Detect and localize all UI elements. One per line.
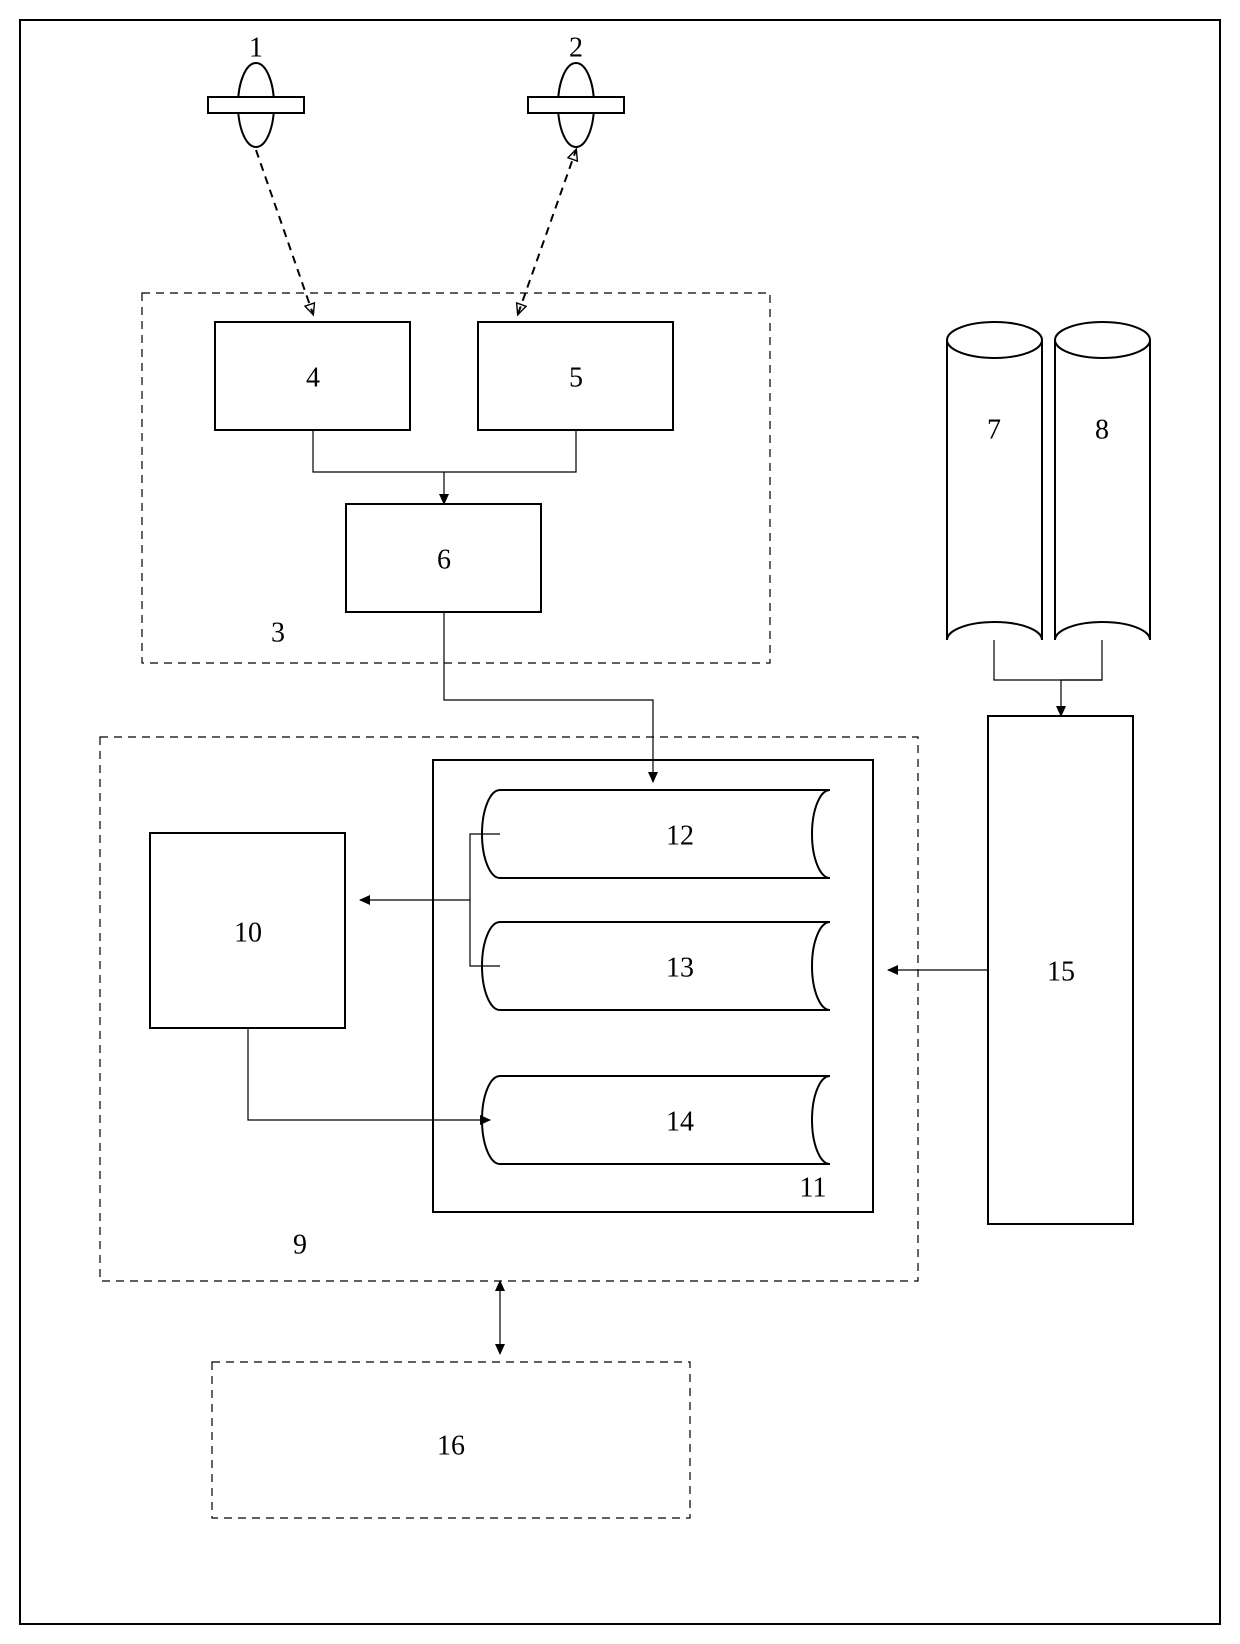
- satellite-label-2: 2: [569, 32, 583, 63]
- cylinder-7: [947, 322, 1042, 640]
- node-label-5: 5: [569, 362, 583, 393]
- frame-label-3: 3: [271, 617, 285, 648]
- outer-frame: [20, 20, 1220, 1624]
- cylinder-14: [482, 1076, 830, 1164]
- node-label-11: 11: [800, 1172, 827, 1203]
- dashed-arrow: [518, 150, 576, 314]
- connector: [1061, 640, 1102, 680]
- dashed-arrow: [256, 150, 313, 314]
- node-11: [433, 760, 873, 1212]
- connector: [313, 430, 444, 472]
- frame-label-16: 16: [437, 1430, 465, 1461]
- connector: [444, 612, 653, 782]
- cylinder-12: [482, 790, 830, 878]
- satellite-bar-2: [528, 97, 624, 113]
- cylinder-8: [1055, 322, 1150, 640]
- node-label-10: 10: [234, 917, 262, 948]
- node-label-4: 4: [306, 362, 320, 393]
- cylinder-13: [482, 922, 830, 1010]
- connector: [994, 640, 1102, 680]
- cylinder-label-13: 13: [666, 952, 694, 983]
- dashed-frame-3: [142, 293, 770, 663]
- cylinder-label-7: 7: [987, 414, 1001, 445]
- connector: [248, 1028, 490, 1120]
- diagram-canvas: 39164561011157812131412: [0, 0, 1240, 1644]
- satellite-bar-1: [208, 97, 304, 113]
- node-label-6: 6: [437, 544, 451, 575]
- cylinder-label-12: 12: [666, 820, 694, 851]
- connector: [470, 834, 500, 966]
- node-label-15: 15: [1047, 956, 1075, 987]
- satellite-label-1: 1: [249, 32, 263, 63]
- frame-label-9: 9: [293, 1229, 307, 1260]
- cylinder-label-8: 8: [1095, 414, 1109, 445]
- cylinder-label-14: 14: [666, 1106, 694, 1137]
- connector: [444, 430, 576, 472]
